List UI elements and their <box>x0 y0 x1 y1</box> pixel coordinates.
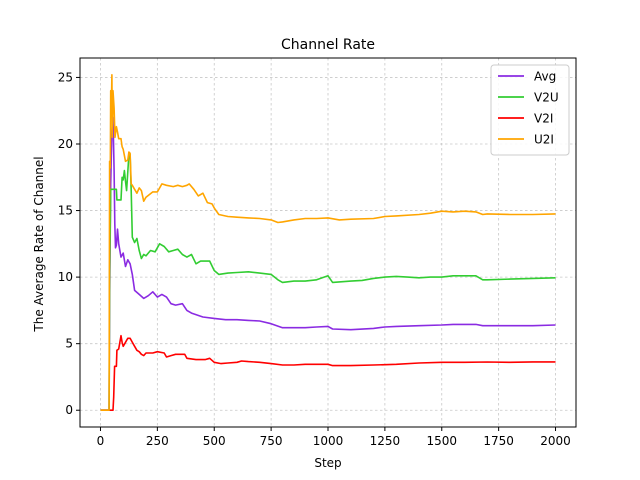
y-tick-label: 20 <box>58 137 73 151</box>
chart-title: Channel Rate <box>281 37 375 53</box>
y-tick-label: 0 <box>65 403 73 417</box>
x-tick-label: 750 <box>260 434 283 448</box>
y-axis-label: The Average Rate of Channel <box>32 156 46 332</box>
legend-label-avg: Avg <box>534 70 556 84</box>
legend: Avg V2U V2I U2I <box>490 64 570 156</box>
y-tick-label: 15 <box>58 204 73 218</box>
y-tick-label: 5 <box>65 337 73 351</box>
x-tick-label: 250 <box>146 434 169 448</box>
x-tick-label: 500 <box>203 434 226 448</box>
x-tick-label: 0 <box>97 434 105 448</box>
series-line-u2i <box>100 74 556 411</box>
series-line-avg <box>100 116 556 411</box>
x-axis-label: Step <box>314 456 341 470</box>
series-line-v2u <box>100 153 556 411</box>
legend-label-v2i: V2I <box>534 112 553 126</box>
y-tick-label: 25 <box>58 70 73 84</box>
x-tick-label: 1500 <box>426 434 457 448</box>
y-axis-ticks: 0 5 10 15 20 25 <box>58 70 80 417</box>
x-tick-label: 1250 <box>370 434 401 448</box>
x-axis-ticks: 0 250 500 750 1000 1250 1500 1750 2000 <box>97 427 571 448</box>
legend-box <box>490 64 570 156</box>
legend-label-u2i: U2I <box>534 133 554 147</box>
x-tick-label: 2000 <box>540 434 571 448</box>
x-tick-label: 1000 <box>313 434 344 448</box>
series-layer <box>100 74 556 411</box>
y-tick-label: 10 <box>58 270 73 284</box>
legend-label-v2u: V2U <box>534 91 559 105</box>
series-line-v2i <box>100 334 556 411</box>
x-tick-label: 1750 <box>483 434 514 448</box>
